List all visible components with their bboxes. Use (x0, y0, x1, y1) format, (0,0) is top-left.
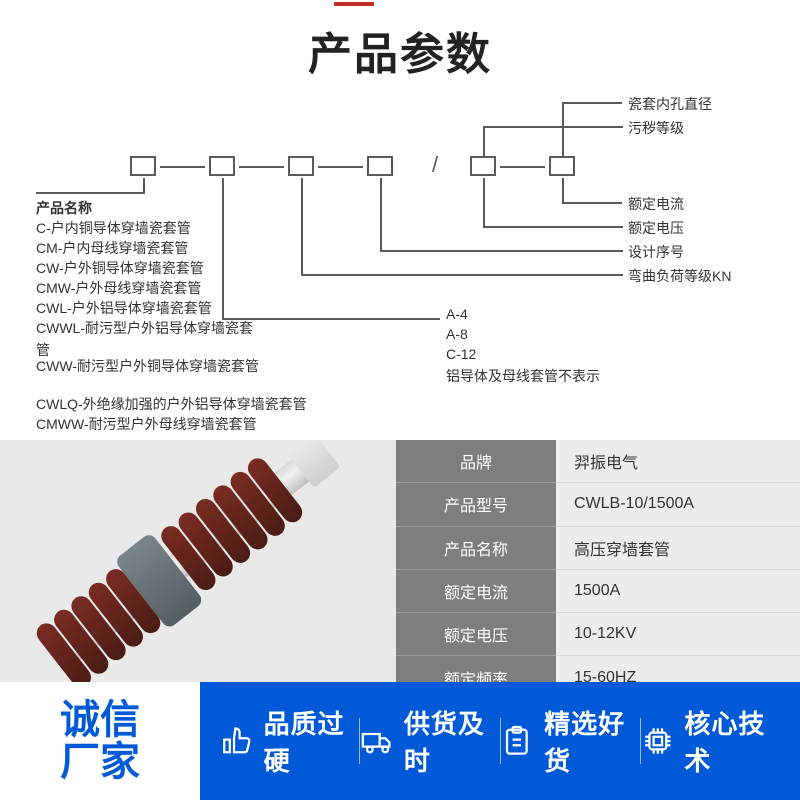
spec-value: CWLB-10/1500A (556, 483, 800, 526)
diagram-left-item: CM-户内母线穿墙瓷套管 (36, 238, 188, 260)
table-row: 品牌 羿振电气 (396, 440, 800, 483)
diagram-label: 额定电流 (628, 194, 684, 216)
diagram-line (483, 226, 623, 228)
promo-text: 品质过硬 (264, 704, 360, 778)
promo-item: 核心技术 (641, 704, 780, 778)
table-row: 产品型号 CWLB-10/1500A (396, 483, 800, 526)
page-title: 产品参数 (0, 18, 800, 82)
spec-key: 额定电压 (396, 613, 556, 656)
insulator-illustration (0, 440, 396, 700)
promo-item: 品质过硬 (220, 704, 359, 778)
diagram-line (380, 250, 623, 252)
truck-icon (360, 722, 394, 760)
diagram-label: 额定电压 (628, 218, 684, 240)
spec-value: 羿振电气 (556, 440, 800, 483)
promo-left-line: 厂家 (60, 741, 140, 783)
diagram-box (209, 156, 235, 176)
diagram-code: A-4 (446, 304, 468, 326)
diagram-label: 弯曲负荷等级KN (628, 266, 731, 288)
diagram-left-item: C-户内铜导体穿墙瓷套管 (36, 218, 191, 240)
chip-icon (641, 722, 675, 760)
diagram-left-item: CW-户外铜导体穿墙瓷套管 (36, 258, 204, 280)
promo-text: 精选好货 (544, 704, 640, 778)
promo-item: 供货及时 (360, 704, 499, 778)
table-row: 产品名称 高压穿墙套管 (396, 527, 800, 570)
product-image-panel (0, 440, 396, 700)
naming-diagram: / 瓷套内孔直径 污秽等级 额定电流 额定电压 设计序号 弯曲负荷等级KN (0, 90, 800, 400)
diagram-left-item: CWLQ-外绝缘加强的户外铝导体穿墙瓷套管 (36, 394, 307, 416)
diagram-line (562, 102, 564, 156)
diagram-left-item: CWL-户外铝导体穿墙瓷套管 (36, 298, 212, 320)
page-root: 产品参数 / 瓷套内孔直径 污秽等级 额定电流 额定电压 (0, 0, 800, 800)
spec-value: 1500A (556, 570, 800, 613)
diagram-line (301, 178, 303, 274)
spec-key: 品牌 (396, 440, 556, 483)
table-row: 额定电流 1500A (396, 570, 800, 613)
diagram-line (562, 102, 622, 104)
diagram-line (483, 126, 485, 156)
diagram-line (160, 166, 205, 168)
table-row: 额定电压 10-12KV (396, 613, 800, 656)
diagram-left-item: CMW-户外母线穿墙瓷套管 (36, 278, 201, 300)
diagram-box (367, 156, 393, 176)
diagram-label: 瓷套内孔直径 (628, 94, 712, 116)
thumb-up-icon (220, 722, 254, 760)
promo-left-line: 诚信 (60, 699, 140, 741)
spec-section: 品牌 羿振电气 产品型号 CWLB-10/1500A 产品名称 高压穿墙套管 额… (0, 440, 800, 700)
diagram-label: 设计序号 (628, 242, 684, 264)
diagram-left-item: CWW-耐污型户外铜导体穿墙瓷套管 (36, 356, 266, 378)
diagram-box (130, 156, 156, 176)
diagram-code: A-8 (446, 324, 468, 346)
clipboard-icon (500, 722, 534, 760)
spec-key: 产品名称 (396, 527, 556, 570)
spec-value: 10-12KV (556, 613, 800, 656)
diagram-note: 铝导体及母线套管不表示 (446, 366, 600, 388)
diagram-line (36, 192, 145, 194)
diagram-line (239, 166, 284, 168)
diagram-left-heading: 产品名称 (36, 198, 92, 220)
diagram-left-item: CMWW-耐污型户外母线穿墙瓷套管 (36, 414, 257, 436)
diagram-line (562, 178, 564, 202)
promo-right: 品质过硬 供货及时 精选好货 (200, 704, 800, 778)
promo-text: 供货及时 (404, 704, 500, 778)
promo-left-badge: 诚信 厂家 (0, 682, 200, 800)
diagram-box (549, 156, 575, 176)
diagram-left-item: CWWL-耐污型户外铝导体穿墙瓷套管 (36, 318, 266, 361)
diagram-line (301, 274, 623, 276)
spec-key: 产品型号 (396, 483, 556, 526)
diagram-line (500, 166, 545, 168)
promo-item: 精选好货 (500, 704, 639, 778)
diagram-slash: / (432, 152, 438, 178)
spec-value: 高压穿墙套管 (556, 527, 800, 570)
spec-key: 额定电流 (396, 570, 556, 613)
spec-table: 品牌 羿振电气 产品型号 CWLB-10/1500A 产品名称 高压穿墙套管 额… (396, 440, 800, 700)
diagram-box (288, 156, 314, 176)
diagram-line (380, 178, 382, 250)
diagram-label: 污秽等级 (628, 118, 684, 140)
diagram-line (318, 166, 363, 168)
diagram-line (483, 178, 485, 226)
diagram-box (470, 156, 496, 176)
promo-text: 核心技术 (684, 704, 780, 778)
promo-bar: 诚信 厂家 品质过硬 供货及时 精选好货 (0, 682, 800, 800)
diagram-line (562, 202, 622, 204)
accent-bar (334, 2, 374, 6)
diagram-line (143, 178, 145, 192)
diagram-code: C-12 (446, 344, 476, 366)
diagram-line (483, 126, 623, 128)
diagram-line (222, 178, 224, 318)
